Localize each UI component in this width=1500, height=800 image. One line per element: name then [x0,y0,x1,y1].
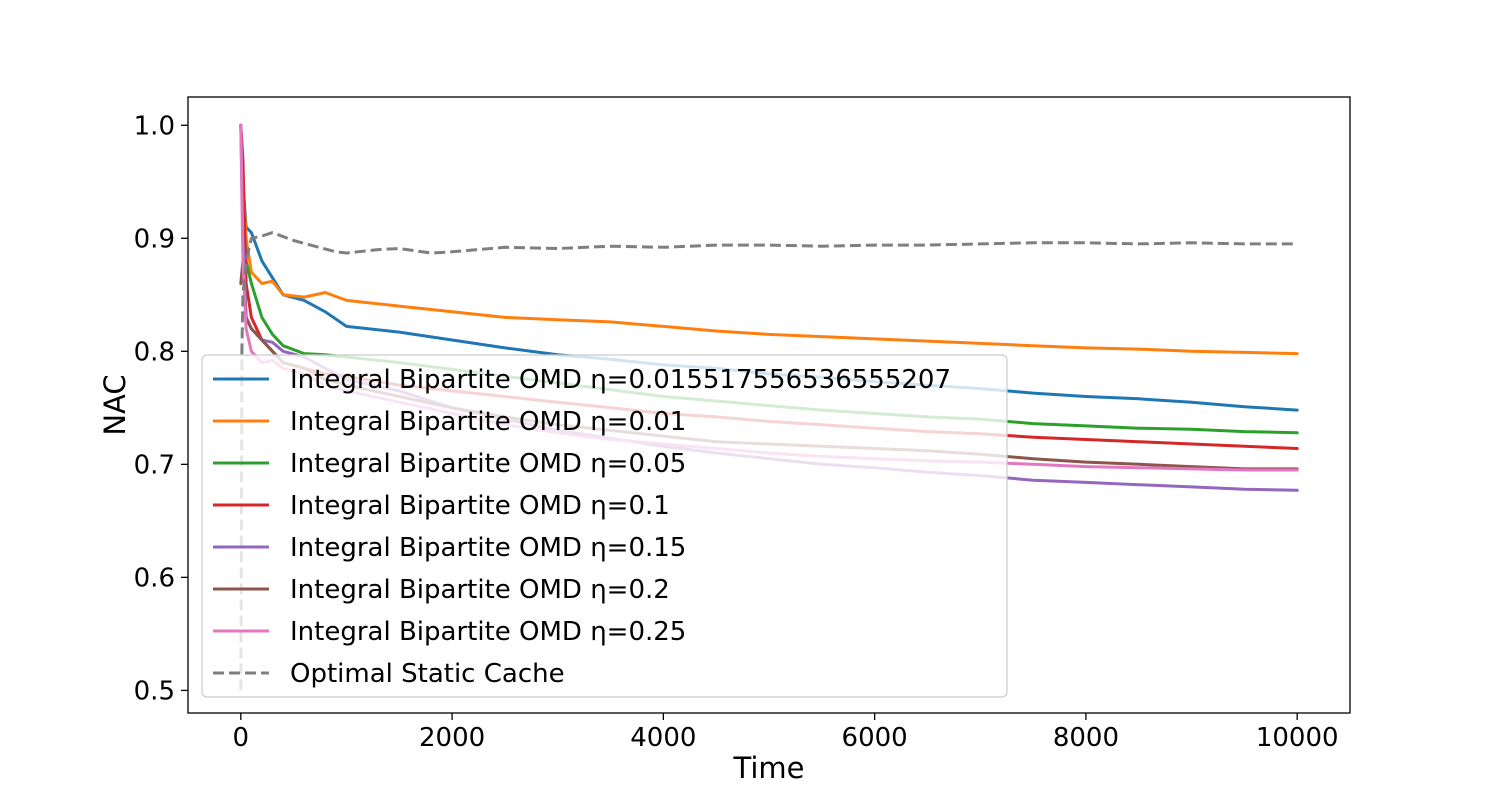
x-tick-label: 8000 [1053,723,1119,753]
legend-label-2: Integral Bipartite OMD η=0.05 [290,449,686,479]
y-tick-label: 0.6 [134,563,175,593]
x-tick-label: 4000 [630,723,696,753]
x-tick-label: 0 [233,723,250,753]
series-line-1 [239,123,1299,356]
y-tick-label: 1.0 [134,111,175,141]
series-line-7 [239,231,1298,691]
x-tick-label: 6000 [842,723,908,753]
x-axis-ticks: 0 2000 4000 6000 8000 10000 [233,713,1339,753]
legend: Integral Bipartite OMD η=0.0155175565365… [201,354,1008,698]
legend-label-5: Integral Bipartite OMD η=0.2 [290,575,670,605]
legend-label-6: Integral Bipartite OMD η=0.25 [290,617,686,647]
y-tick-label: 0.8 [134,337,175,367]
legend-label-3: Integral Bipartite OMD η=0.1 [290,491,670,521]
plot-frame [187,96,1351,714]
x-tick-label: 10000 [1256,723,1339,753]
y-tick-label: 0.5 [134,676,175,706]
legend-label-0: Integral Bipartite OMD η=0.0155175565365… [290,365,951,395]
legend-box [201,354,1008,698]
y-tick-label: 0.7 [134,450,175,480]
y-axis-ticks: 0.5 0.6 0.7 0.8 0.9 1.0 [134,111,188,706]
legend-label-7: Optimal Static Cache [290,659,565,689]
x-axis-title: Time [733,751,805,785]
y-tick-label: 0.9 [134,224,175,254]
legend-label-1: Integral Bipartite OMD η=0.01 [290,407,686,437]
legend-label-4: Integral Bipartite OMD η=0.15 [290,533,686,563]
x-tick-label: 2000 [419,723,485,753]
y-axis-title: NAC [98,374,132,435]
